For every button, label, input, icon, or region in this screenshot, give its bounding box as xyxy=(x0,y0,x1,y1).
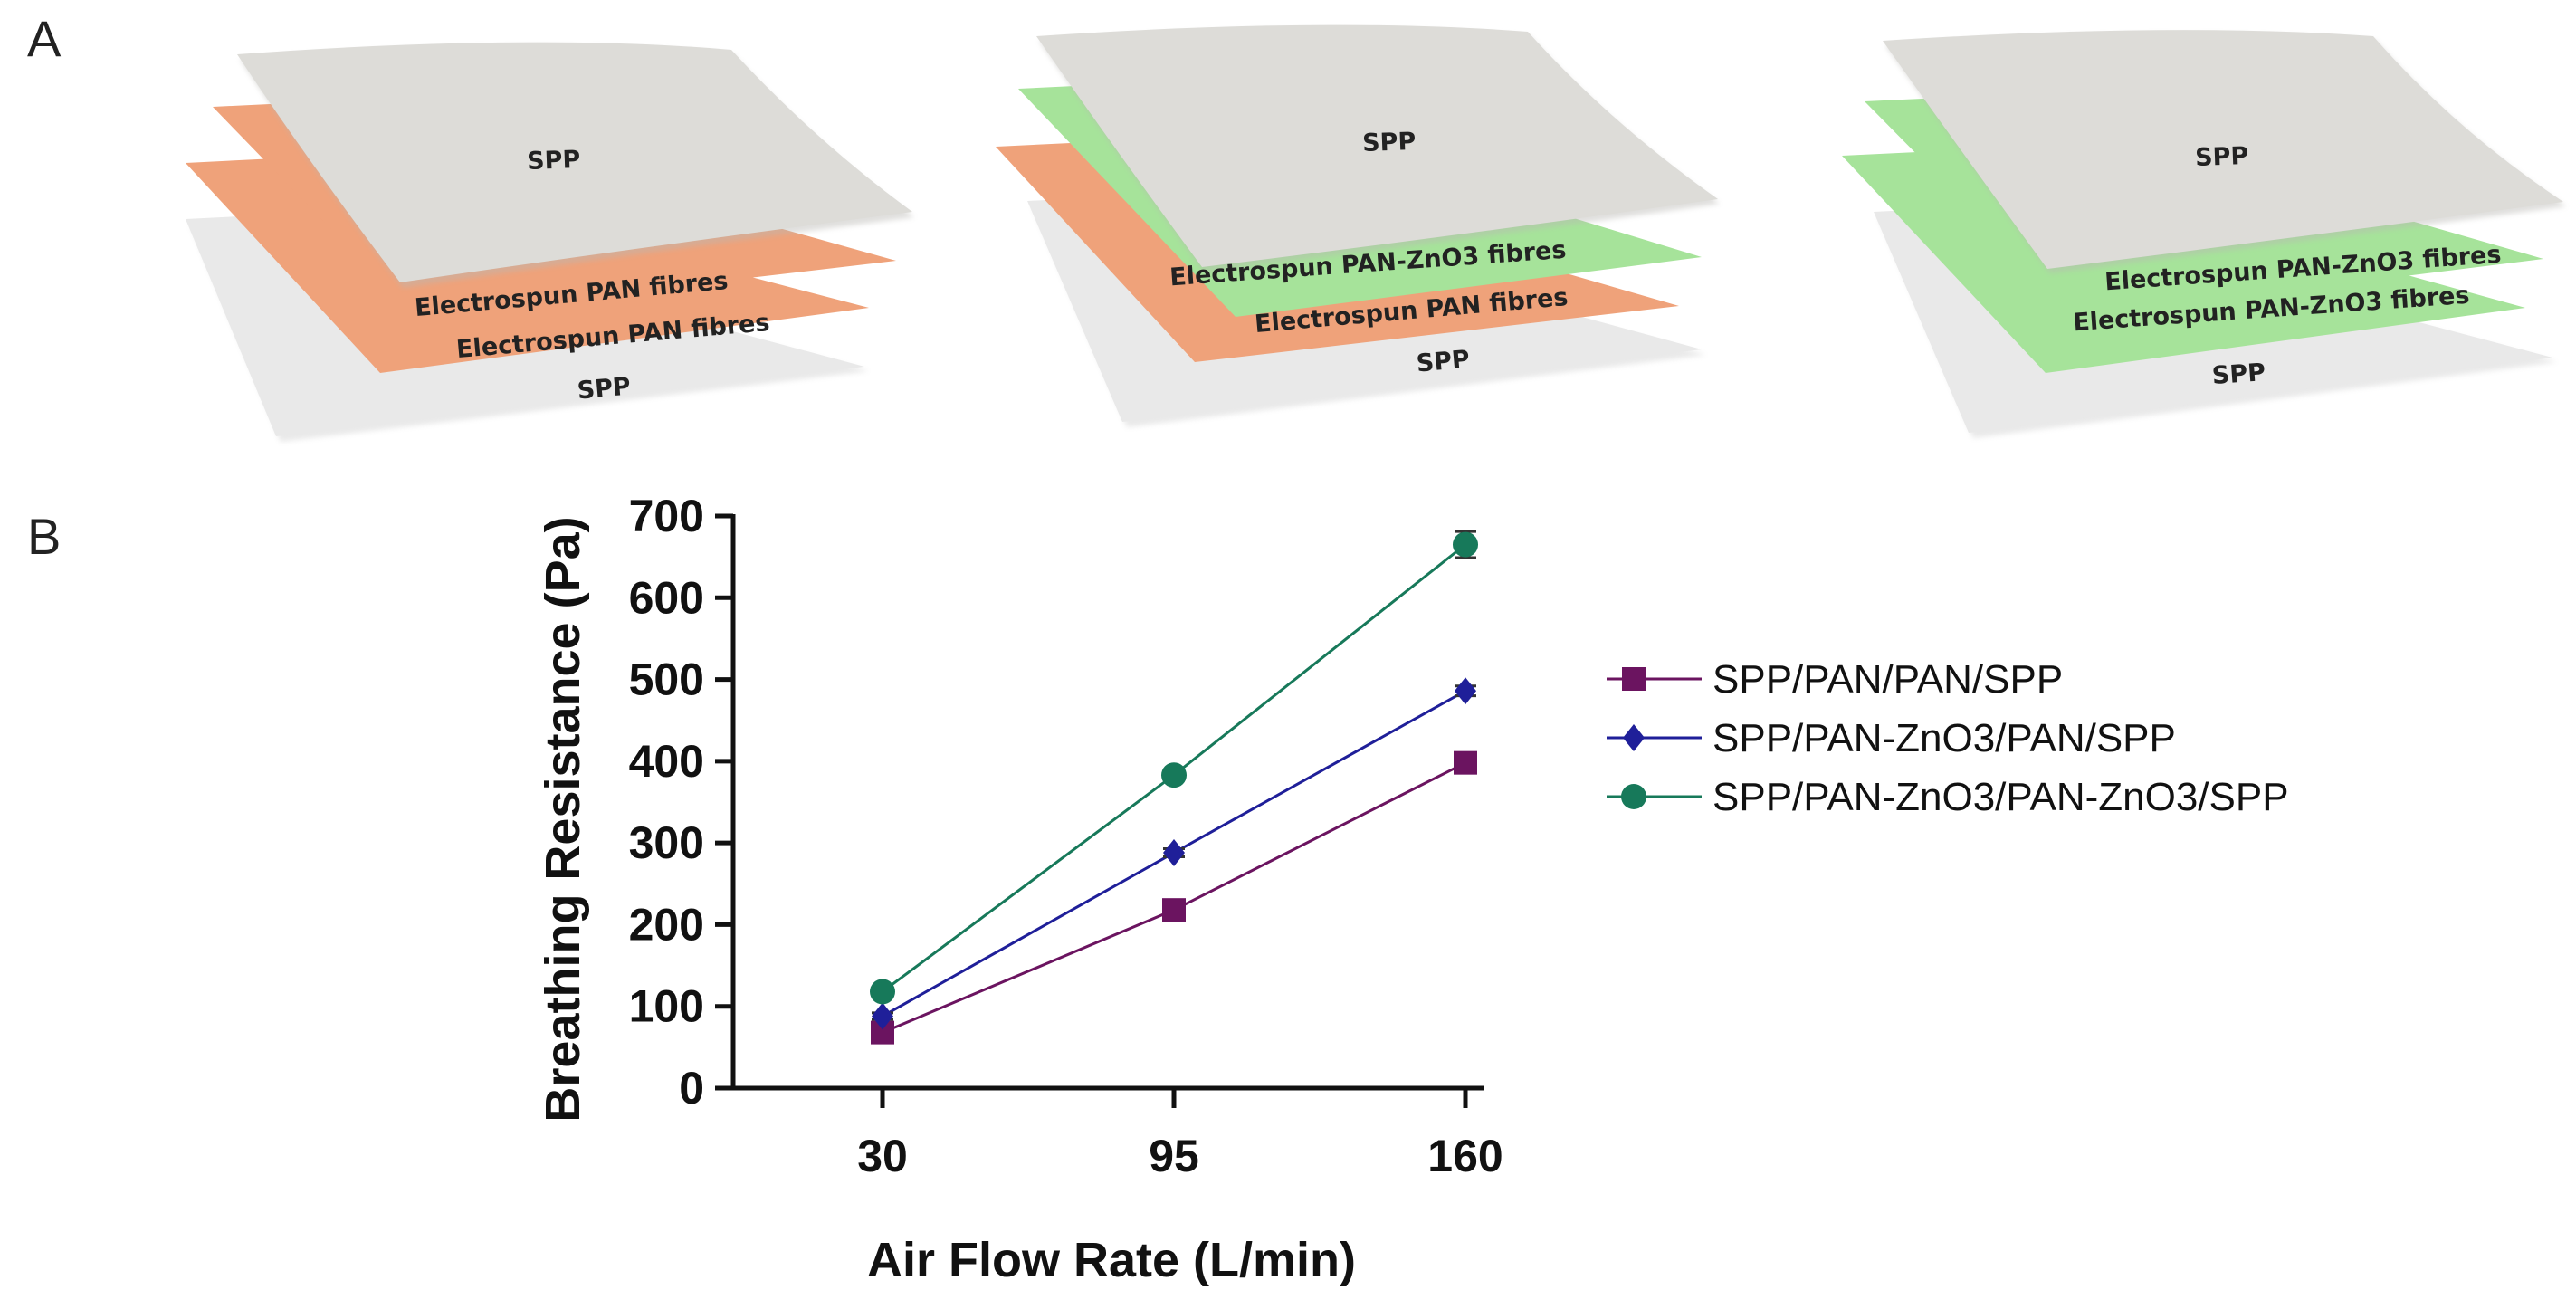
series-diamond xyxy=(872,677,1476,1030)
spp-top-label: SPP xyxy=(2195,142,2249,172)
legend-marker xyxy=(1622,667,1646,691)
legend-label: SPP/PAN-ZnO3/PAN/SPP xyxy=(1713,716,2176,760)
legend-item: SPP/PAN-ZnO3/PAN-ZnO3/SPP xyxy=(1607,775,2289,819)
data-point xyxy=(1161,762,1187,788)
series-circle xyxy=(870,530,1478,1005)
spp-bottom-label: SPP xyxy=(2211,358,2266,390)
spp-top-layer xyxy=(237,42,912,283)
x-tick-label: 160 xyxy=(1427,1131,1503,1181)
y-tick-label: 600 xyxy=(629,572,704,623)
data-point xyxy=(1163,838,1185,866)
layer-stack-2: SPP Electrospun PAN-ZnO3 fibres Electros… xyxy=(996,24,1720,427)
x-axis-ticks: 30 95 160 xyxy=(857,1088,1503,1181)
y-tick-label: 500 xyxy=(629,654,704,705)
legend-item: SPP/PAN/PAN/SPP xyxy=(1607,657,2063,702)
series-square xyxy=(871,750,1477,1045)
y-tick-label: 300 xyxy=(629,817,704,868)
y-tick-label: 200 xyxy=(629,899,704,950)
data-point xyxy=(1453,531,1478,558)
data-point xyxy=(872,1002,893,1030)
legend-label: SPP/PAN/PAN/SPP xyxy=(1713,657,2063,702)
panel-a-letter: A xyxy=(27,10,62,67)
y-tick-label: 0 xyxy=(679,1063,704,1113)
breathing-resistance-chart: 0 100 200 300 400 500 600 700 30 95 160 Breathing… xyxy=(536,491,2289,1287)
spp-top-label: SPP xyxy=(527,146,581,176)
panel-b-letter: B xyxy=(27,508,61,565)
series-layer xyxy=(870,530,1478,1045)
spp-bottom-label: SPP xyxy=(1416,346,1472,378)
legend-label: SPP/PAN-ZnO3/PAN-ZnO3/SPP xyxy=(1713,775,2289,819)
x-axis-title: Air Flow Rate (L/min) xyxy=(867,1233,1356,1287)
spp-bottom-label: SPP xyxy=(577,373,633,406)
y-tick-label: 100 xyxy=(629,981,704,1032)
series-line xyxy=(882,761,1466,1034)
legend-item: SPP/PAN-ZnO3/PAN/SPP xyxy=(1607,716,2176,760)
data-point xyxy=(1162,898,1186,922)
data-point xyxy=(1455,677,1476,705)
layer-stack-3: SPP Electrospun PAN-ZnO3 fibres Electros… xyxy=(1842,30,2566,438)
spp-top-layer xyxy=(1883,30,2563,269)
spp-top-label: SPP xyxy=(1362,128,1417,158)
layer-stack-1: SPP Electrospun PAN fibres Electrospun P… xyxy=(186,42,914,442)
spp-top-layer xyxy=(1036,24,1718,267)
x-tick-label: 30 xyxy=(857,1131,908,1181)
legend-marker xyxy=(1623,724,1645,751)
y-tick-label: 400 xyxy=(629,736,704,787)
x-tick-label: 95 xyxy=(1149,1131,1199,1181)
data-point xyxy=(870,979,895,1005)
data-point xyxy=(1454,750,1477,775)
y-axis-title: Breathing Resistance (Pa) xyxy=(536,516,590,1122)
legend-marker xyxy=(1621,784,1646,809)
y-axis-ticks: 0 100 200 300 400 500 600 700 xyxy=(629,491,733,1113)
y-tick-label: 700 xyxy=(629,491,704,541)
legend: SPP/PAN/PAN/SPP SPP/PAN-ZnO3/PAN/SPP SPP/P… xyxy=(1607,657,2289,819)
